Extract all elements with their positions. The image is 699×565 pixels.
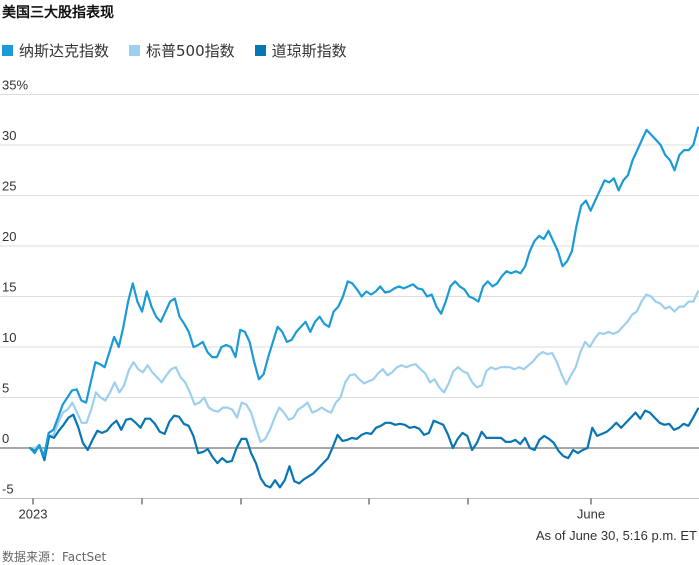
legend: 纳斯达克指数 标普500指数 道琼斯指数 <box>2 40 347 61</box>
x-axis: 2023 June <box>0 498 699 522</box>
series-line-0 <box>28 126 699 458</box>
legend-label-nasdaq: 纳斯达克指数 <box>19 42 110 60</box>
legend-swatch-dow <box>254 45 266 56</box>
series-lines <box>28 126 699 489</box>
chart-title: 美国三大股指表现 <box>2 5 114 21</box>
y-tick-label: 10 <box>2 330 16 345</box>
series-line-2 <box>28 407 699 489</box>
legend-item-sp500: 标普500指数 <box>129 40 235 61</box>
y-tick-label: 0 <box>2 431 9 446</box>
legend-item-dow: 道琼斯指数 <box>254 40 347 61</box>
x-tick-label: June <box>577 507 605 522</box>
legend-label-dow: 道琼斯指数 <box>271 42 347 60</box>
x-tick-label: 2023 <box>19 507 48 522</box>
y-tick-label: 25 <box>2 179 16 194</box>
legend-swatch-sp500 <box>129 45 141 56</box>
y-tick-label: -5 <box>2 482 14 497</box>
timestamp-note: As of June 30, 5:16 p.m. ET <box>535 528 697 543</box>
legend-item-nasdaq: 纳斯达克指数 <box>2 40 109 61</box>
y-tick-label: 20 <box>2 229 16 244</box>
y-tick-label: 30 <box>2 128 16 143</box>
series-line-1 <box>28 290 699 460</box>
legend-swatch-nasdaq <box>2 45 13 56</box>
y-tick-label: 35% <box>2 78 28 93</box>
y-tick-label: 5 <box>2 381 9 396</box>
y-tick-label: 15 <box>2 280 16 295</box>
y-axis-labels: 35% 30 25 20 15 10 5 0 -5 <box>2 78 28 497</box>
source-note: 数据来源：FactSet <box>2 550 107 564</box>
legend-label-sp500: 标普500指数 <box>146 42 235 60</box>
